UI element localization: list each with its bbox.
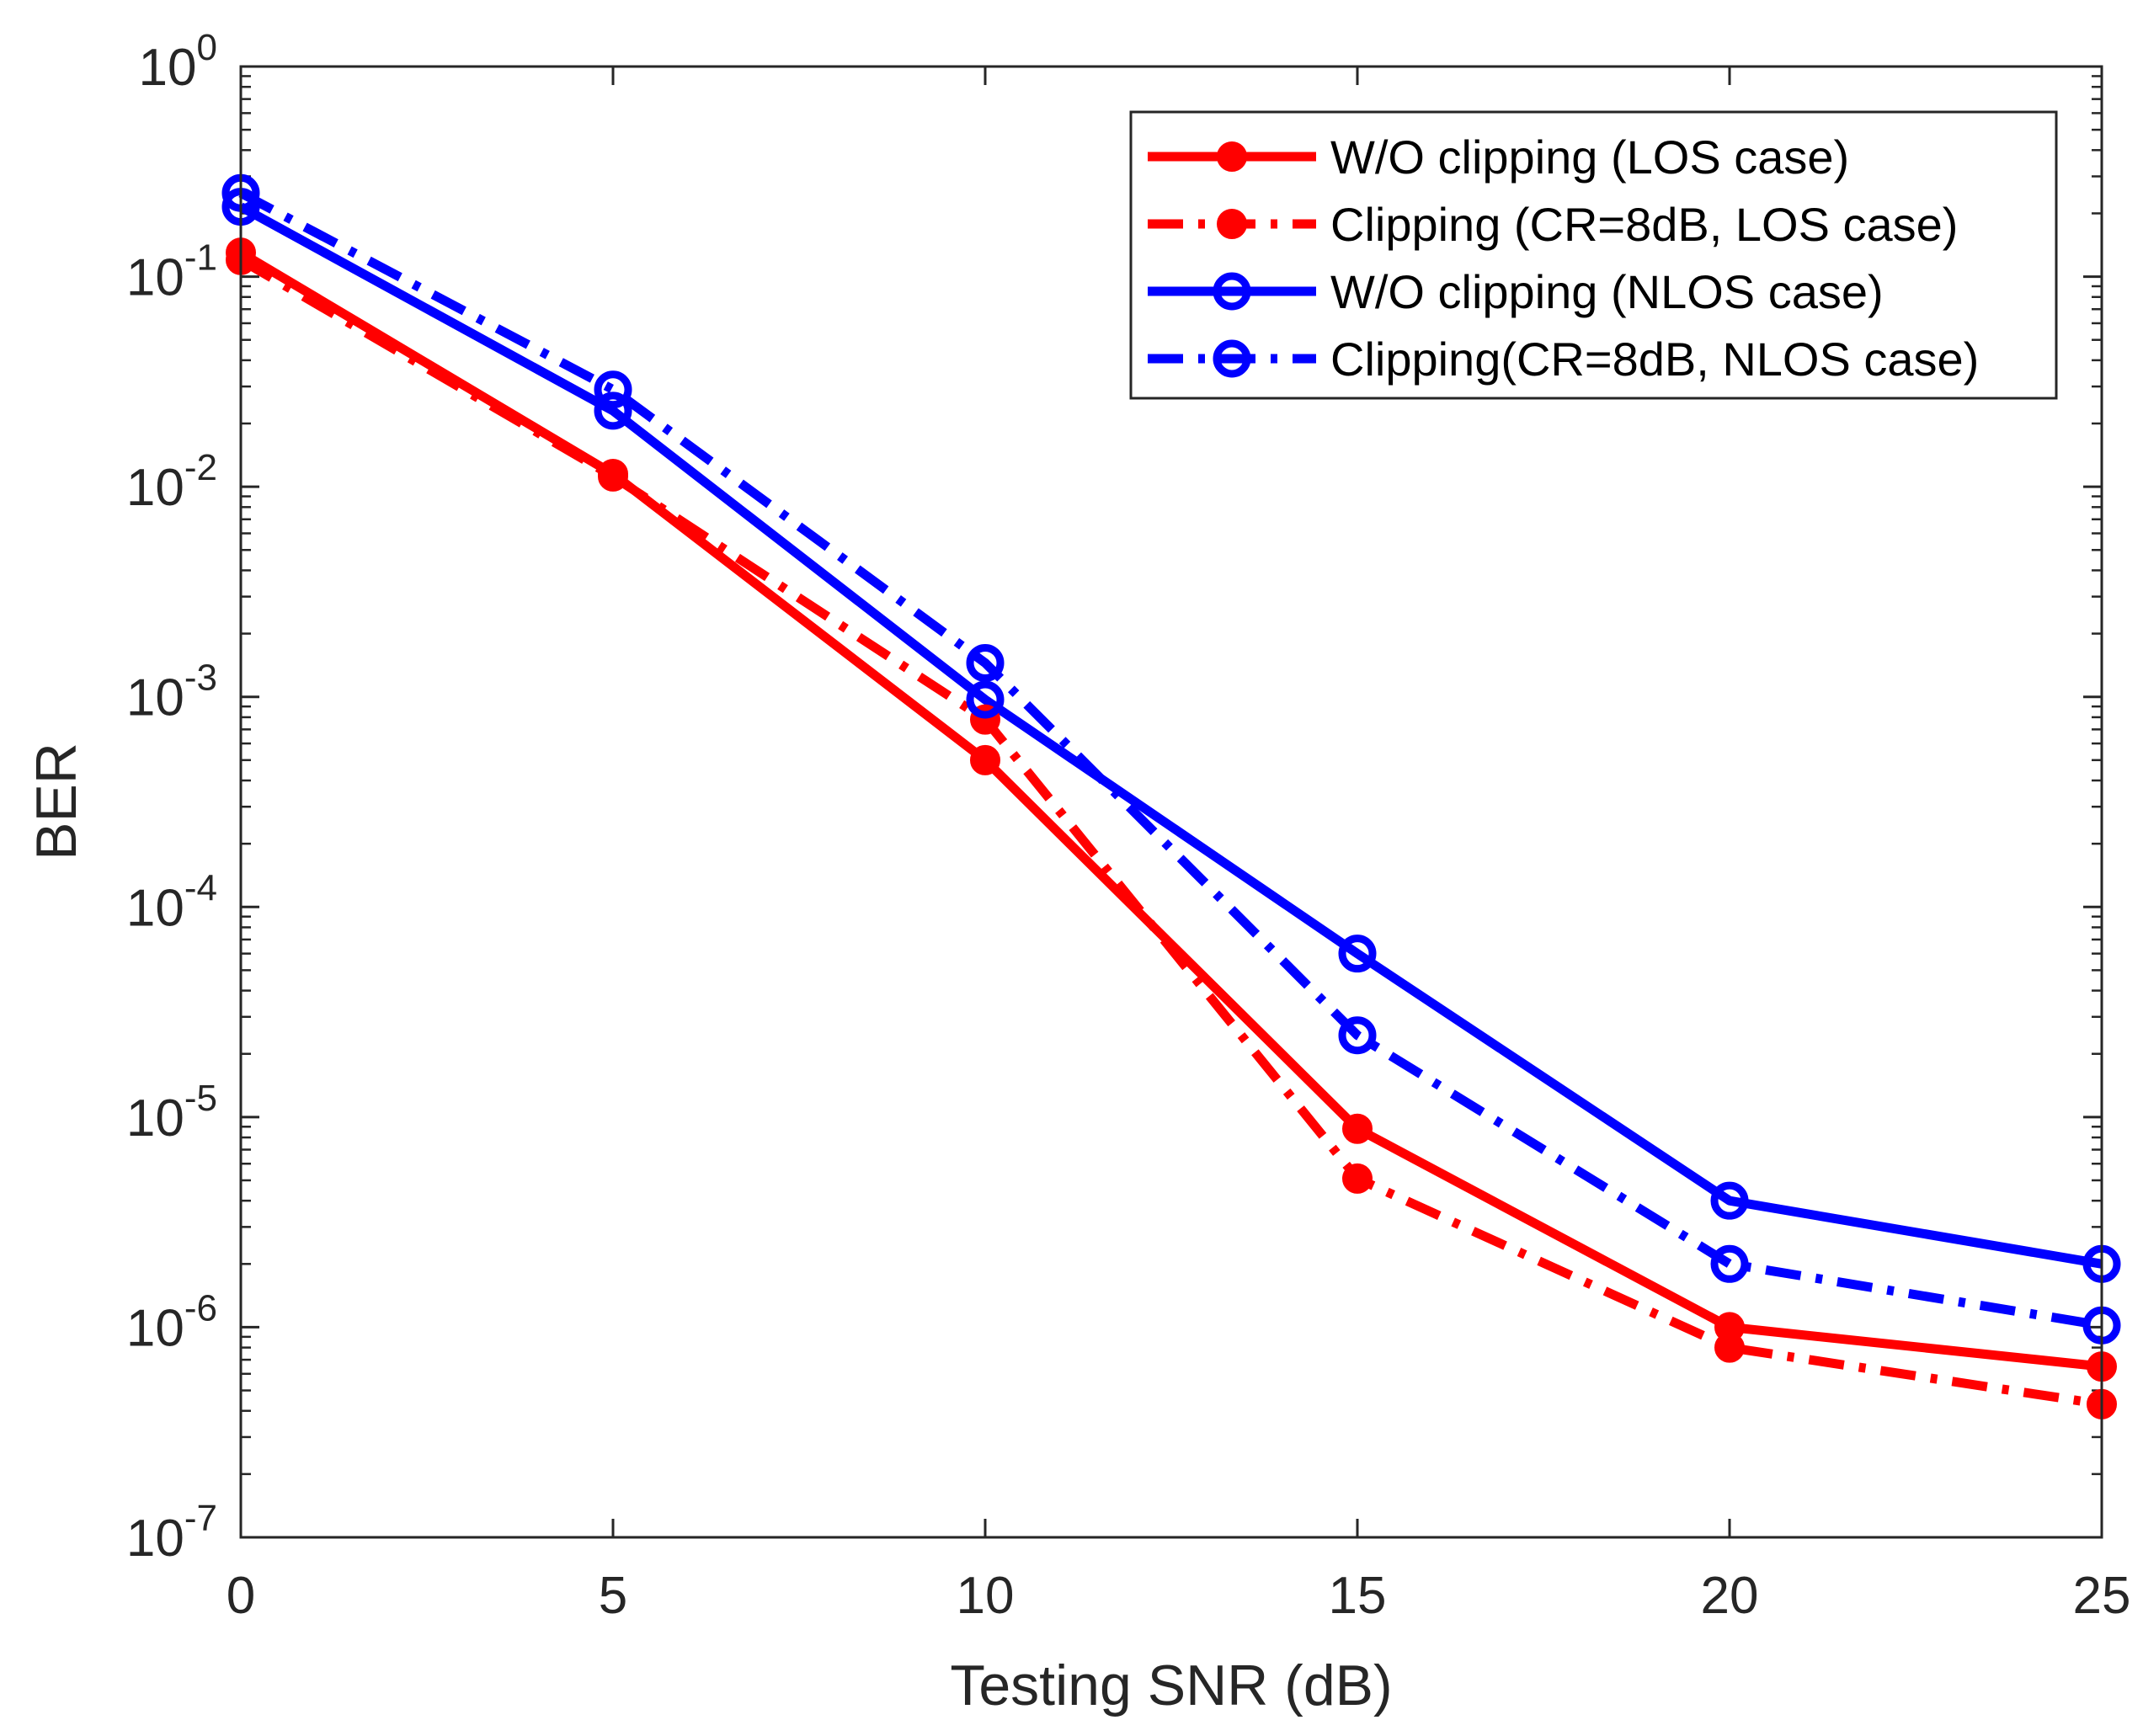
- legend-label-2: Clipping (CR=8dB, LOS case): [1330, 198, 1958, 251]
- x-tick-labels: 0 5 10 15 20 25: [227, 1567, 2131, 1625]
- y-tick-base: 10: [126, 249, 184, 307]
- data-point-s3-4: [1710, 1181, 1749, 1220]
- y-tick-exponent: -7: [184, 1498, 217, 1539]
- legend-marker-2: [1217, 209, 1247, 239]
- data-point-s2-4: [1714, 1332, 1745, 1363]
- y-axis-title: BER: [24, 743, 88, 860]
- series-line-2: [238, 256, 2103, 1409]
- x-tick-label: 20: [1701, 1567, 1759, 1625]
- y-tick-exponent: -3: [184, 658, 217, 699]
- y-tick-label: 100: [139, 27, 217, 97]
- data-point-s4-2: [966, 643, 1005, 682]
- x-tick-label: 25: [2073, 1567, 2131, 1625]
- data-point-s4-4: [1710, 1244, 1749, 1283]
- data-point-s3-3: [1338, 935, 1377, 973]
- legend-marker-1: [1217, 141, 1247, 172]
- x-axis-title: Testing SNR (dB): [950, 1653, 1392, 1717]
- y-tick-base: 10: [126, 459, 184, 517]
- series-line-3: [238, 202, 2103, 1269]
- legend-label-4: Clipping(CR=8dB, NLOS case): [1330, 333, 1979, 386]
- legend-label-3: W/O clipping (NLOS case): [1330, 265, 1884, 318]
- y-tick-label: 10-3: [126, 658, 217, 727]
- y-tick-exponent: -1: [184, 237, 217, 279]
- data-point-s3-1: [594, 391, 632, 430]
- y-tick-label: 10-2: [126, 447, 217, 517]
- series-line-4: [238, 189, 2103, 1330]
- data-point-s1-3: [1342, 1113, 1373, 1144]
- plot-frame: [239, 65, 2103, 1539]
- y-tick-label: 10-1: [126, 237, 217, 307]
- y-tick-exponent: -5: [184, 1078, 217, 1119]
- y-tick-label: 10-5: [126, 1078, 217, 1148]
- legend-marker-3: [1213, 272, 1251, 311]
- y-tick-exponent: -4: [184, 867, 217, 908]
- legend-items: W/O clipping (LOS case) Clipping (CR=8dB,…: [1148, 130, 1979, 386]
- axis-ticks: [239, 65, 2103, 1539]
- x-tick-label: 5: [599, 1567, 627, 1625]
- series-lines: [238, 189, 2103, 1409]
- y-tick-label: 10-4: [126, 867, 217, 937]
- data-point-s4-3: [1338, 1016, 1377, 1055]
- data-point-s3-2: [966, 680, 1005, 719]
- legend: W/O clipping (LOS case) Clipping (CR=8dB,…: [1129, 110, 2058, 400]
- y-tick-base: 10: [126, 1089, 184, 1148]
- x-tick-label: 15: [1329, 1567, 1387, 1625]
- x-tick-label: 10: [957, 1567, 1015, 1625]
- y-tick-base: 10: [126, 1299, 184, 1357]
- y-tick-exponent: -6: [184, 1287, 217, 1329]
- data-point-s1-2: [970, 744, 1000, 775]
- data-point-s2-1: [598, 461, 628, 492]
- legend-label-1: W/O clipping (LOS case): [1330, 130, 1849, 184]
- legend-marker-4: [1213, 339, 1251, 378]
- y-tick-base: 10: [139, 39, 197, 97]
- y-tick-exponent: 0: [197, 27, 217, 68]
- y-tick-label: 10-7: [126, 1498, 217, 1568]
- x-tick-label: 0: [227, 1567, 255, 1625]
- y-tick-base: 10: [126, 879, 184, 937]
- y-tick-label: 10-6: [126, 1287, 217, 1357]
- y-tick-base: 10: [126, 669, 184, 727]
- y-tick-base: 10: [126, 1510, 184, 1568]
- y-tick-exponent: -2: [184, 447, 217, 488]
- data-point-s4-1: [594, 370, 632, 409]
- data-point-s2-3: [1342, 1163, 1373, 1194]
